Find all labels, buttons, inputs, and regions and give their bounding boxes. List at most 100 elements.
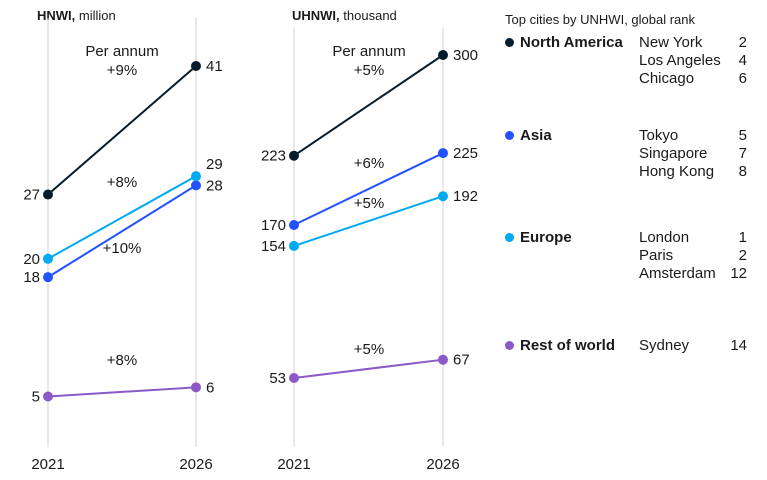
uhnwi-line-asia	[293, 152, 444, 226]
legend-city-rank: 2	[738, 247, 747, 264]
legend-head-north-america: North America	[505, 34, 623, 51]
uhnwi-line-rest-of-world	[293, 358, 444, 379]
legend-city-row: London 1	[639, 229, 747, 247]
uhnwi-annotation-per-annum: Per annum	[332, 43, 405, 60]
legend-marker-asia	[505, 131, 514, 140]
hnwi-point-north-america-2021	[43, 189, 53, 200]
hnwi-cagr-rest-of-world: +8%	[107, 352, 137, 369]
uhnwi-point-north-america-2021	[289, 150, 299, 161]
hnwi-chart-title: HNWI, million	[37, 8, 116, 23]
legend-region-north-america: North America	[520, 34, 623, 51]
hnwi-point-asia-2021	[43, 272, 53, 283]
hnwi-label-europe-2026: 29	[206, 156, 223, 173]
uhnwi-point-asia-2026	[438, 148, 448, 159]
hnwi-cagr-asia: +10%	[103, 240, 142, 257]
hnwi-label-europe-2021: 20	[23, 251, 40, 268]
legend-city-rank: 5	[738, 127, 747, 144]
uhnwi-label-europe-2026: 192	[453, 188, 478, 205]
uhnwi-line-north-america	[293, 54, 444, 157]
legend-city-rank: 6	[738, 70, 747, 87]
uhnwi-cagr-europe: +5%	[354, 195, 384, 212]
legend-city-name: Hong Kong	[639, 163, 715, 180]
legend-city-row: Singapore 7	[639, 145, 747, 163]
hnwi-label-north-america-2026: 41	[206, 58, 223, 75]
legend-city-name: Los Angeles	[639, 52, 721, 69]
uhnwi-chart-title: UHNWI, thousand	[292, 8, 397, 23]
hnwi-label-rest-of-world-2026: 6	[206, 379, 214, 396]
uhnwi-point-rest-of-world-2026	[438, 354, 448, 365]
legend-city-rank: 2	[738, 34, 747, 51]
legend-region-rest-of-world: Rest of world	[520, 337, 616, 354]
legend-city-row: Los Angeles 4	[639, 52, 747, 70]
legend-city-rank: 1	[738, 229, 747, 246]
uhnwi-label-asia-2021: 170	[261, 217, 286, 234]
legend-city-row: Chicago 6	[639, 70, 747, 88]
hnwi-point-europe-2026	[191, 171, 201, 182]
hnwi-point-north-america-2026	[191, 61, 201, 72]
uhnwi-cagr-rest-of-world: +5%	[354, 341, 384, 358]
uhnwi-label-north-america-2026: 300	[453, 47, 478, 64]
uhnwi-label-rest-of-world-2026: 67	[453, 352, 470, 369]
legend-marker-europe	[505, 233, 514, 242]
hnwi-x-tick-2021: 2021	[31, 456, 64, 473]
legend-city-rank: 14	[730, 337, 747, 354]
uhnwi-label-europe-2021: 154	[261, 238, 286, 255]
legend-city-rank: 4	[738, 52, 747, 69]
legend-city-row: New York 2	[639, 34, 747, 52]
hnwi-line-asia	[47, 184, 197, 279]
legend-city-name: Sydney	[639, 337, 690, 354]
uhnwi-x-tick-2021: 2021	[277, 456, 310, 473]
legend-head-europe: Europe	[505, 229, 572, 246]
legend-city-name: Singapore	[639, 145, 708, 162]
hnwi-line-north-america	[47, 65, 197, 196]
uhnwi-point-asia-2021	[289, 219, 299, 230]
hnwi-label-asia-2021: 18	[23, 269, 40, 286]
legend-city-name: New York	[639, 34, 703, 51]
legend-city-rank: 8	[738, 163, 747, 180]
hnwi-cagr-north-america: +9%	[107, 62, 137, 79]
uhnwi-point-europe-2026	[438, 191, 448, 202]
hnwi-line-europe	[47, 175, 197, 260]
hnwi-cagr-europe: +8%	[107, 174, 137, 191]
hnwi-point-rest-of-world-2026	[191, 382, 201, 393]
hnwi-point-europe-2021	[43, 253, 53, 264]
uhnwi-point-north-america-2026	[438, 49, 448, 60]
legend-city-row: Tokyo 5	[639, 127, 747, 145]
uhnwi-line-europe	[293, 195, 444, 247]
legend-city-name: Tokyo	[639, 127, 679, 144]
hnwi-title-bold: HNWI,	[37, 8, 75, 23]
legend-title: Top cities by UNHWI, global rank	[505, 12, 696, 27]
legend-city-rank: 12	[730, 265, 747, 282]
uhnwi-title-unit: thousand	[340, 8, 397, 23]
legend-city-row: Paris 2	[639, 247, 747, 265]
uhnwi-x-tick-2026: 2026	[426, 456, 459, 473]
legend-region-europe: Europe	[520, 229, 572, 246]
legend-city-row: Hong Kong 8	[639, 163, 747, 181]
uhnwi-cagr-asia: +6%	[354, 155, 384, 172]
legend-city-row: Sydney 14	[639, 337, 747, 355]
hnwi-label-rest-of-world-2021: 5	[32, 389, 40, 406]
legend-head-rest-of-world: Rest of world	[505, 337, 615, 354]
legend-city-name: Chicago	[639, 70, 695, 87]
uhnwi-label-rest-of-world-2021: 53	[269, 370, 286, 387]
hnwi-title-unit: million	[75, 8, 115, 23]
uhnwi-cagr-north-america: +5%	[354, 62, 384, 79]
legend-city-name: London	[639, 229, 690, 246]
hnwi-annotation-per-annum: Per annum	[85, 43, 158, 60]
uhnwi-label-asia-2026: 225	[453, 145, 478, 162]
hnwi-x-tick-2026: 2026	[179, 456, 212, 473]
legend-city-name: Amsterdam	[639, 265, 716, 282]
legend-city-name: Paris	[639, 247, 674, 264]
legend-region-asia: Asia	[520, 127, 552, 144]
legend-marker-north-america	[505, 38, 514, 47]
legend-city-row: Amsterdam 12	[639, 265, 747, 283]
hnwi-line-rest-of-world	[47, 386, 197, 398]
hnwi-label-north-america-2021: 27	[23, 187, 40, 204]
hnwi-point-asia-2026	[191, 180, 201, 191]
uhnwi-point-europe-2021	[289, 240, 299, 251]
legend-city-rank: 7	[738, 145, 747, 162]
hnwi-point-rest-of-world-2021	[43, 391, 53, 402]
legend-marker-rest-of-world	[505, 341, 514, 350]
legend-head-asia: Asia	[505, 127, 552, 144]
